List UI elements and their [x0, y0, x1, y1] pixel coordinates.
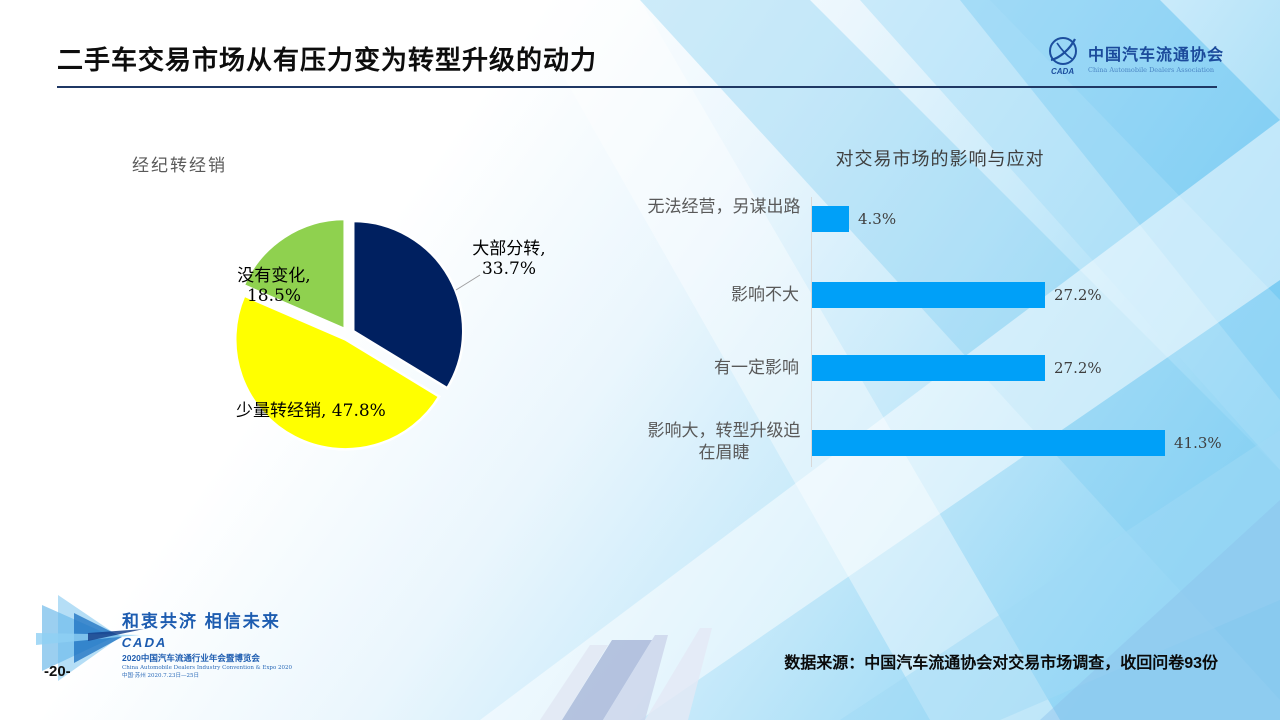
bar-chart-title: 对交易市场的影响与应对	[835, 149, 1045, 170]
bar	[812, 430, 1166, 456]
event-detail: 中国·苏州 2020.7.23日—25日	[122, 673, 199, 679]
org-logo-text: 中国汽车流通协会 China Automobile Dealers Associ…	[1088, 41, 1224, 74]
event-logo-icon	[36, 595, 144, 681]
bar-value-label: 27.2%	[1054, 359, 1102, 377]
cada-emblem-icon: CADA	[1048, 37, 1077, 76]
bar-category-label: 无法经营，另谋出路	[647, 197, 801, 217]
source-note: 数据来源：中国汽车流通协会对交易市场调查，收回问卷93份	[784, 655, 1218, 672]
bar-value-label: 4.3%	[858, 210, 897, 228]
pie-label-meiyoubianhua-text: 没有变化,	[237, 266, 311, 286]
pie-slice	[234, 293, 441, 451]
pie-slice	[351, 219, 465, 390]
pie-label-dabufenzhuan-value: 33.7%	[481, 259, 536, 279]
bar	[812, 206, 849, 232]
org-name-cn: 中国汽车流通协会	[1087, 44, 1224, 64]
event-name-cn: 2020中国汽车流通行业年会暨博览会	[122, 653, 260, 663]
bar-value-label: 41.3%	[1174, 434, 1222, 452]
pie-leader-line	[455, 274, 481, 291]
pie-label-dabufenzhuan: 大部分转, 33.7%	[448, 239, 570, 279]
event-logo-text: 和衷共济 相信未来 CADA 2020中国汽车流通行业年会暨博览会 China …	[120, 607, 322, 679]
svg-text:CADA: CADA	[1051, 67, 1074, 76]
bar-category-label: 影响大，转型升级迫在眉睫	[647, 421, 801, 463]
pie-slice	[242, 217, 346, 331]
event-brand: CADA	[120, 635, 170, 650]
bar	[812, 282, 1045, 308]
org-name-en: China Automobile Dealers Association	[1087, 65, 1215, 74]
org-logo: CADA 中国汽车流通协会 China Automobile Dealers A…	[1044, 36, 1224, 78]
bar-category-label: 影响不大	[731, 285, 799, 305]
pie-chart-title: 经纪转经销	[132, 156, 227, 176]
pie-label-dabufenzhuan-text: 大部分转,	[472, 239, 546, 259]
pie-label-shaoliangzhuan: 少量转经销, 47.8%	[236, 401, 386, 421]
bar-category-label: 有一定影响	[714, 358, 799, 378]
event-slogan: 和衷共济 相信未来	[122, 612, 281, 631]
pie-chart	[234, 217, 481, 451]
title-underline	[57, 86, 1217, 88]
pie-label-meiyoubianhua-value: 18.5%	[246, 286, 301, 306]
page-title: 二手车交易市场从有压力变为转型升级的动力	[57, 45, 598, 75]
bar	[812, 355, 1045, 381]
bar-value-label: 27.2%	[1054, 286, 1102, 304]
page-number: -20-	[44, 663, 71, 680]
pie-label-meiyoubianhua: 没有变化, 18.5%	[227, 266, 321, 306]
event-name-en: China Automobile Dealers Industry Conven…	[122, 665, 293, 671]
bar-chart-axis-line	[811, 197, 812, 467]
